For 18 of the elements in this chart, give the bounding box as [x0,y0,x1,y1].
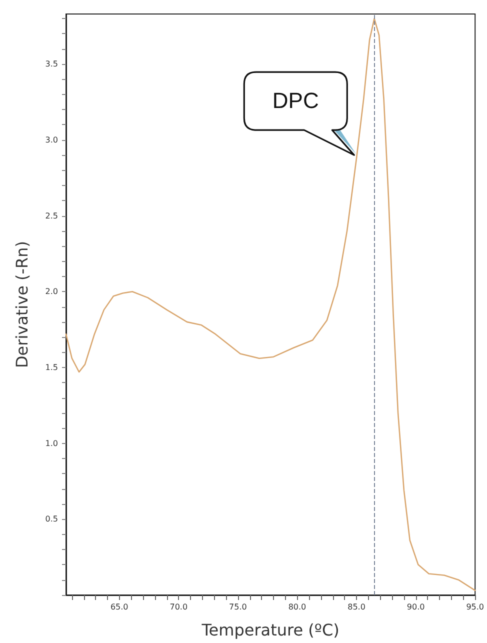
x-tick-label: 90.0 [406,602,425,612]
y-tick-label: 1.5 [45,362,58,372]
y-tick-label: 3.5 [45,60,58,69]
x-tick-label: 80.0 [288,602,306,612]
x-tick-label: 70.0 [170,602,188,612]
line-series [65,18,476,592]
x-tick-label: 65.0 [110,602,128,612]
x-axis-title: Temperature (ºC) [200,620,340,640]
y-tick-label: 0.5 [45,514,58,524]
y-tick-label: 2.0 [45,287,58,296]
y-tick-label: 1.0 [45,438,58,448]
annotation: DPC [271,88,320,114]
y-tick-label: 2.5 [45,211,58,220]
x-tick-label: 75.0 [229,602,247,612]
x-tick-label: 95.0 [466,602,484,612]
y-axis-title: Derivative (-Rn) [12,240,32,368]
y-tick-label: 3.0 [45,135,58,144]
x-tick-label: 85.0 [348,602,366,612]
